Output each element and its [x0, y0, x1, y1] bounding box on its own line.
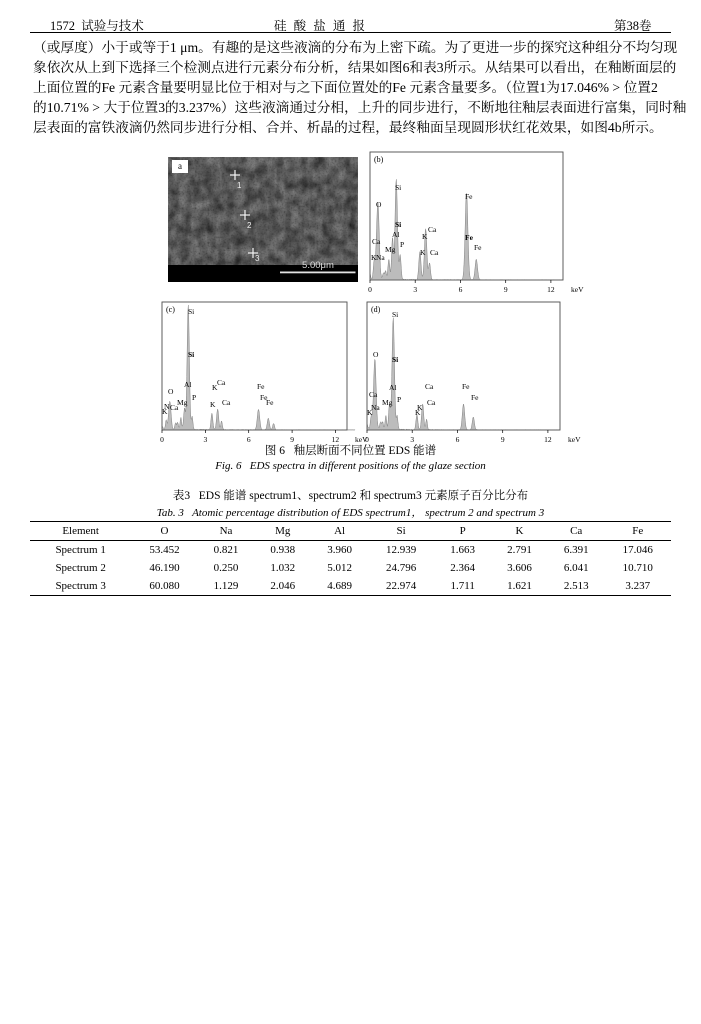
svg-text:Mg: Mg	[385, 245, 396, 254]
svg-text:(b): (b)	[374, 155, 384, 164]
svg-text:P: P	[192, 393, 196, 402]
svg-text:Si: Si	[392, 310, 398, 319]
svg-text:Fe: Fe	[266, 398, 274, 407]
svg-text:P: P	[397, 395, 401, 404]
svg-text:Ca: Ca	[425, 382, 434, 391]
svg-text:O: O	[168, 387, 174, 396]
svg-text:Al: Al	[184, 380, 192, 389]
svg-text:Si: Si	[188, 350, 194, 359]
svg-text:1: 1	[237, 181, 242, 190]
svg-text:Fe: Fe	[462, 382, 470, 391]
svg-text:Al: Al	[389, 383, 397, 392]
svg-text:K: K	[162, 407, 168, 416]
svg-text:12: 12	[547, 285, 555, 294]
svg-text:3: 3	[255, 254, 260, 263]
svg-text:O: O	[373, 350, 379, 359]
svg-text:2: 2	[247, 221, 252, 230]
svg-text:K: K	[210, 400, 216, 409]
svg-text:(d): (d)	[371, 305, 381, 314]
svg-text:Ca: Ca	[222, 398, 231, 407]
svg-text:Fe: Fe	[471, 393, 479, 402]
svg-text:P: P	[400, 240, 404, 249]
svg-text:Fe: Fe	[465, 192, 473, 201]
svg-text:3: 3	[413, 285, 417, 294]
svg-text:Al: Al	[392, 230, 400, 239]
svg-text:6: 6	[459, 285, 463, 294]
svg-text:Na: Na	[376, 253, 385, 262]
svg-text:keV: keV	[571, 285, 584, 294]
svg-text:K: K	[415, 408, 421, 417]
svg-text:Fe: Fe	[465, 233, 474, 242]
svg-text:Si: Si	[395, 183, 401, 192]
svg-text:O: O	[376, 200, 382, 209]
svg-text:(c): (c)	[166, 305, 175, 314]
svg-text:Fe: Fe	[474, 243, 482, 252]
svg-text:5.00μm: 5.00μm	[302, 260, 334, 271]
svg-text:Si: Si	[395, 220, 401, 229]
svg-text:Mg: Mg	[382, 398, 393, 407]
svg-text:Ca: Ca	[369, 390, 378, 399]
svg-text:9: 9	[504, 285, 508, 294]
svg-text:Mg: Mg	[177, 398, 188, 407]
svg-text:K: K	[367, 408, 373, 417]
svg-text:Ca: Ca	[372, 237, 381, 246]
svg-text:Ca: Ca	[430, 248, 439, 257]
svg-text:Si: Si	[392, 355, 398, 364]
svg-text:Ca: Ca	[170, 403, 179, 412]
svg-text:Fe: Fe	[257, 382, 265, 391]
svg-text:Si: Si	[188, 307, 194, 316]
svg-text:K: K	[420, 248, 426, 257]
svg-text:Ca: Ca	[428, 225, 437, 234]
svg-text:Ca: Ca	[427, 398, 436, 407]
svg-text:Ca: Ca	[217, 378, 226, 387]
svg-text:0: 0	[368, 285, 372, 294]
